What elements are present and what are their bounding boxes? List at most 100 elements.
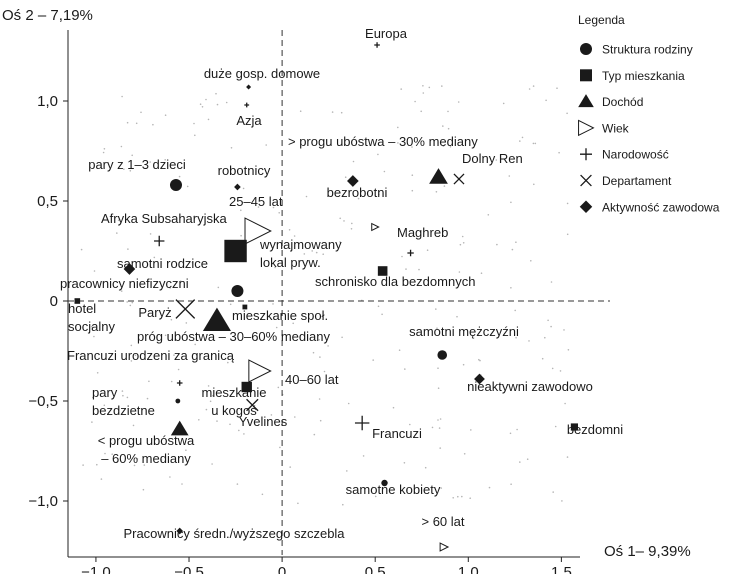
data-point: > 60 lat bbox=[421, 514, 465, 552]
data-point: Paryż bbox=[138, 299, 196, 320]
background-dot bbox=[191, 261, 194, 264]
background-dot bbox=[164, 114, 167, 116]
x-tick-label: −1,0 bbox=[81, 564, 111, 574]
background-dot bbox=[186, 185, 189, 188]
cross-marker bbox=[453, 173, 465, 185]
background-dot bbox=[397, 126, 399, 129]
point-label: Yvelines bbox=[239, 414, 288, 429]
data-point: pracownicy niefizyczni bbox=[60, 263, 189, 291]
background-dot bbox=[496, 243, 498, 246]
square-marker bbox=[570, 423, 579, 431]
background-dot bbox=[270, 414, 273, 416]
data-points: Europa duże gosp. domowe Azja > progu ubóst… bbox=[60, 26, 623, 552]
background-dot bbox=[346, 470, 348, 472]
background-dot bbox=[278, 212, 281, 214]
background-dot bbox=[441, 85, 443, 87]
background-dot bbox=[297, 502, 299, 505]
data-point: bezrobotni bbox=[327, 175, 387, 200]
background-dot bbox=[566, 112, 568, 115]
background-dot bbox=[116, 232, 118, 234]
point-label: Francuzi urodzeni za granicą bbox=[67, 348, 235, 363]
legend-entry: Departament bbox=[580, 174, 672, 188]
data-point: Europa bbox=[365, 26, 408, 48]
background-dot bbox=[82, 464, 84, 466]
background-dot bbox=[566, 233, 569, 236]
y-axis-title: Oś 2 – 7,19% bbox=[2, 7, 93, 24]
point-label: nieaktywni zawodowo bbox=[467, 379, 593, 394]
background-dot bbox=[319, 419, 322, 422]
background-dot bbox=[185, 322, 188, 324]
point-label: wynajmowany lokal pryw. bbox=[259, 237, 342, 270]
triangle-marker bbox=[429, 168, 448, 184]
background-dot bbox=[339, 241, 341, 243]
background-dot bbox=[533, 183, 535, 186]
diamond-marker bbox=[246, 84, 252, 90]
background-dot bbox=[121, 390, 124, 392]
point-label: Francuzi bbox=[372, 426, 422, 441]
background-dot bbox=[351, 222, 353, 225]
background-dot bbox=[149, 233, 152, 235]
background-dot bbox=[350, 228, 353, 230]
background-dot bbox=[193, 122, 195, 125]
point-label: samotni rodzice bbox=[117, 256, 208, 271]
background-dot bbox=[342, 503, 344, 506]
background-dot bbox=[426, 249, 429, 251]
circle-marker bbox=[169, 179, 182, 191]
background-dot bbox=[229, 423, 231, 426]
cross-marker bbox=[246, 398, 259, 412]
background-dot bbox=[487, 214, 490, 216]
legend-entry: Narodowość bbox=[580, 148, 669, 162]
background-dot bbox=[435, 191, 438, 193]
background-dot bbox=[303, 253, 306, 255]
background-dot bbox=[374, 495, 377, 498]
diamond-marker bbox=[234, 183, 241, 191]
background-dot bbox=[216, 420, 218, 422]
point-label-line: u kogoś bbox=[211, 403, 257, 418]
background-dot bbox=[564, 402, 566, 405]
background-dot bbox=[93, 270, 96, 272]
point-label: pary bezdzietne bbox=[92, 385, 155, 418]
background-dot bbox=[340, 111, 343, 114]
background-dot bbox=[440, 487, 443, 489]
background-dot bbox=[143, 464, 146, 466]
background-dot bbox=[528, 340, 530, 342]
data-point: próg ubóstwa – 30–60% mediany bbox=[137, 307, 330, 344]
diamond-marker bbox=[474, 373, 485, 385]
data-point: Azja bbox=[236, 102, 262, 128]
data-point: pary z 1–3 dzieci bbox=[88, 157, 186, 191]
background-dot bbox=[566, 202, 569, 205]
background-dot bbox=[411, 189, 414, 192]
point-label: duże gosp. domowe bbox=[204, 66, 320, 81]
point-label: Europa bbox=[365, 26, 408, 41]
background-dot bbox=[148, 380, 150, 383]
background-dot bbox=[566, 456, 569, 458]
background-dot bbox=[275, 326, 278, 329]
background-dot bbox=[344, 176, 347, 178]
background-dot bbox=[132, 424, 135, 427]
background-dot bbox=[411, 174, 414, 176]
background-dot bbox=[508, 175, 511, 177]
circle-marker bbox=[381, 479, 388, 487]
legend-entry: Typ mieszkania bbox=[580, 69, 685, 83]
circle-marker bbox=[175, 398, 181, 404]
x-tick-label: 1,0 bbox=[458, 564, 479, 574]
background-dot bbox=[194, 134, 196, 137]
background-dot bbox=[456, 315, 458, 318]
background-dot bbox=[411, 146, 413, 148]
background-dot bbox=[534, 142, 537, 145]
background-dot bbox=[515, 336, 517, 339]
point-label: pary z 1–3 dzieci bbox=[88, 157, 186, 172]
background-dot bbox=[152, 123, 154, 126]
background-dot bbox=[136, 458, 139, 460]
background-dot bbox=[405, 435, 408, 438]
legend-triangle-marker bbox=[578, 94, 594, 108]
background-dot bbox=[495, 159, 498, 161]
background-dot bbox=[532, 142, 535, 145]
background-dot bbox=[362, 455, 365, 457]
background-dot bbox=[515, 241, 517, 243]
background-dot bbox=[121, 95, 123, 98]
background-dot bbox=[404, 368, 406, 370]
background-dot bbox=[372, 359, 375, 361]
circle-marker bbox=[437, 350, 448, 360]
data-point: hotel socjalny bbox=[68, 298, 115, 334]
